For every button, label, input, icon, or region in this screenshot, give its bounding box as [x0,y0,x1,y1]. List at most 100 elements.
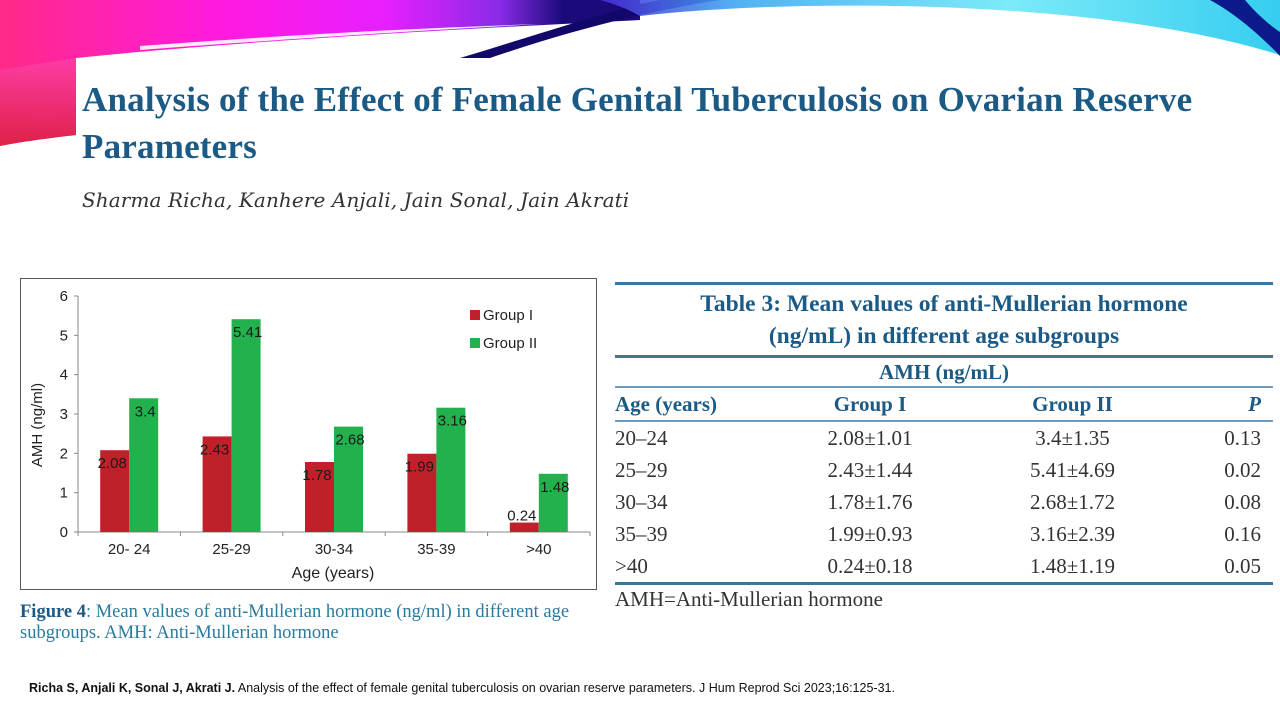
cell-p: 0.05 [1224,554,1261,578]
banner-pink-lower [0,58,76,146]
legend-swatch [470,338,480,348]
bar-group-i-4 [509,522,539,532]
figure-caption-label: Figure 4 [20,602,86,622]
bar-group-ii-1 [231,319,261,532]
bar-group-i-0 [100,450,130,532]
legend-label: Group II [483,335,537,352]
cell-age: >40 [615,554,648,578]
cell-p: 0.16 [1224,522,1261,546]
table-row: 25–29 2.43±1.44 5.41±4.69 0.02 [615,454,1273,486]
chart-legend: Group I Group II [470,307,537,352]
legend-label: Group I [483,307,533,324]
cell-p: 0.08 [1224,490,1261,514]
cell-group1: 0.24±0.18 [827,554,913,578]
bar-group-i-1 [202,436,232,532]
table-body: 20–24 2.08±1.01 3.4±1.35 0.13 25–29 2.43… [615,422,1273,582]
x-axis: 20- 24 25-29 30-34 35-39 >40 [77,531,591,558]
bar-group-ii-3 [436,407,466,532]
bar-labels: 2.08 2.43 1.78 1.99 0.24 3.4 5.41 2.68 3.16 1.48 [98,324,570,524]
title-panel [76,58,1280,168]
figure-caption: Figure 4: Mean values of anti-Mullerian … [20,602,610,644]
y-tick-label: 4 [60,367,68,384]
bar-label: 2.43 [200,441,229,458]
table-group-header: AMH (ng/mL) [878,360,1010,384]
authors-line: Sharma Richa, Kanhere Anjali, Jain Sonal… [82,188,630,212]
bar-label: 3.16 [438,413,467,430]
banner-pink-swoosh [0,0,640,146]
slide-title: Analysis of the Effect of Female Genital… [82,80,1193,166]
x-axis-label: Age (years) [292,565,375,582]
table-rule-bottom [615,582,1273,585]
cell-age: 20–24 [615,426,668,450]
table-title: Table 3: Mean values of anti-Mullerian h… [615,285,1273,355]
bar-label: 1.99 [405,459,434,476]
bars [100,319,568,532]
column-header-group1: Group I [833,392,907,416]
bar-label: 2.68 [335,432,364,449]
y-tick-label: 5 [60,327,68,344]
y-tick-label: 3 [60,406,68,423]
cell-group2: 1.48±1.19 [1029,554,1116,578]
x-tick-label: >40 [526,541,551,558]
table-title-line2: (ng/mL) in different age subgroups [768,323,1120,349]
bar-group-ii-0 [129,398,159,532]
cell-group1: 2.43±1.44 [827,458,913,482]
chart-frame [20,278,597,590]
bar-label: 0.24 [507,508,536,525]
y-tick-label: 0 [60,524,68,541]
table-title-line1: Table 3: Mean values of anti-Mullerian h… [700,291,1188,317]
bar-group-i-2 [305,461,334,532]
table-rule-group [615,386,1273,388]
cell-age: 35–39 [615,522,668,546]
column-header-p: P [1248,392,1261,416]
bar-label: 2.08 [98,455,127,472]
cell-group2: 3.16±2.39 [1029,522,1116,546]
bar-label: 5.41 [233,324,262,341]
citation-text: Analysis of the effect of female genital… [235,681,895,695]
table-rule-header [615,420,1273,422]
cell-group2: 3.4±1.35 [1035,426,1110,450]
legend-swatch [470,310,480,320]
banner-dark-streak [460,0,720,58]
bar-group-i-3 [407,453,437,532]
table-header-row: Age (years) Group I Group II P [615,388,1273,420]
cell-group2: 5.41±4.69 [1029,458,1116,482]
citation: Richa S, Anjali K, Sonal J, Akrati J. An… [29,681,895,695]
y-axis-label: AMH (ng/ml) [29,383,46,467]
y-axis: 0 1 2 3 4 5 6 [60,288,79,541]
x-tick-label: 25-29 [212,541,250,558]
table-row: 20–24 2.08±1.01 3.4±1.35 0.13 [615,422,1273,454]
cell-group2: 2.68±1.72 [1029,490,1116,514]
cell-group1: 1.78±1.76 [827,490,913,514]
cell-p: 0.13 [1224,426,1261,450]
table-row: >40 0.24±0.18 1.48±1.19 0.05 [615,550,1273,582]
table-row: 30–34 1.78±1.76 2.68±1.72 0.08 [615,486,1273,518]
bar-label: 1.78 [302,467,331,484]
decorative-banner [0,0,1280,146]
cell-p: 0.02 [1224,458,1261,482]
banner-cyan-swoosh [600,0,1280,55]
bar-chart: 0 1 2 3 4 5 6 20- 24 25-29 30-34 35-39 >40 2.08 2.4… [29,288,591,582]
citation-authors: Richa S, Anjali K, Sonal J, Akrati J. [29,681,236,695]
cell-group1: 2.08±1.01 [827,426,913,450]
x-tick-label: 30-34 [315,541,353,558]
figure-caption-text: : Mean values of anti-Mullerian hormone … [20,602,570,643]
bar-label: 3.4 [135,403,156,420]
table-rule-title [615,355,1273,358]
data-table: Table 3: Mean values of anti-Mullerian h… [615,282,1273,613]
y-tick-label: 1 [60,485,68,502]
x-tick-label: 20- 24 [108,541,151,558]
x-tick-label: 35-39 [417,541,455,558]
y-tick-label: 2 [60,445,68,462]
bar-label: 1.48 [540,479,569,496]
column-header-group2: Group II [1032,392,1113,416]
banner-right-dark [1210,0,1280,56]
cell-age: 30–34 [615,490,668,514]
table-rule-top [615,282,1273,285]
y-tick-label: 6 [60,288,68,305]
bar-group-ii-4 [538,473,568,532]
bar-group-ii-2 [334,426,363,532]
column-header-age: Age (years) [615,392,718,416]
cell-age: 25–29 [615,458,668,482]
table-footnote: AMH=Anti-Mullerian hormone [615,587,883,611]
